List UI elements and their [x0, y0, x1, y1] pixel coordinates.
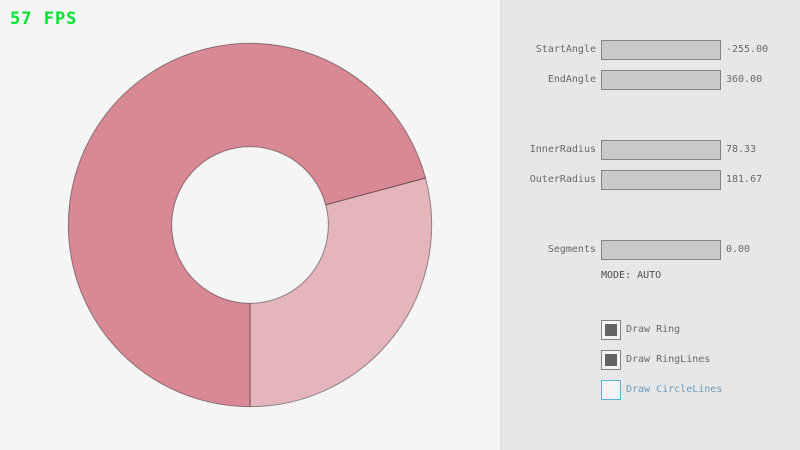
draw-circlelines-checkbox[interactable] — [601, 380, 621, 400]
end-angle-slider[interactable] — [601, 70, 721, 90]
fps-counter: 57 FPS — [10, 9, 78, 29]
draw-ring-checkbox[interactable] — [601, 320, 621, 340]
draw-ringlines-checkbox[interactable] — [601, 350, 621, 370]
inner-radius-slider[interactable] — [601, 140, 721, 160]
slider-segments: Segments 0.00 — [501, 240, 800, 260]
segments-value: 0.00 — [726, 244, 751, 255]
inner-radius-label: InnerRadius — [529, 144, 596, 155]
segments-slider[interactable] — [601, 240, 721, 260]
ring-segment — [249, 177, 433, 408]
slider-track-inner — [603, 242, 719, 258]
checkbox-row-draw-circlelines: Draw CircleLines — [501, 380, 800, 400]
slider-end-angle: EndAngle 360.00 — [501, 70, 800, 90]
draw-circlelines-label: Draw CircleLines — [626, 384, 723, 395]
outer-radius-slider[interactable] — [601, 170, 721, 190]
slider-start-angle: StartAngle -255.00 — [501, 40, 800, 60]
inner-radius-value: 78.33 — [726, 144, 757, 155]
control-panel: StartAngle -255.00 EndAngle 360.00 Inner… — [500, 0, 800, 450]
checkbox-row-draw-ring: Draw Ring — [501, 320, 800, 340]
start-angle-value: -255.00 — [726, 44, 769, 55]
slider-track-inner — [603, 42, 719, 58]
checkbox-row-draw-ringlines: Draw RingLines — [501, 350, 800, 370]
slider-track-inner — [603, 142, 719, 158]
end-angle-label: EndAngle — [547, 74, 596, 85]
ring-segment — [67, 42, 427, 408]
slider-track-inner — [603, 172, 719, 188]
slider-outer-radius: OuterRadius 181.67 — [501, 170, 800, 190]
outer-radius-label: OuterRadius — [529, 174, 596, 185]
start-angle-slider[interactable] — [601, 40, 721, 60]
draw-ring-label: Draw Ring — [626, 324, 681, 335]
outer-radius-value: 181.67 — [726, 174, 763, 185]
end-angle-value: 360.00 — [726, 74, 763, 85]
slider-inner-radius: InnerRadius 78.33 — [501, 140, 800, 160]
slider-track-inner — [603, 72, 719, 88]
segments-label: Segments — [547, 244, 596, 255]
start-angle-label: StartAngle — [535, 44, 596, 55]
draw-ringlines-label: Draw RingLines — [626, 354, 711, 365]
mode-label: MODE: AUTO — [601, 270, 662, 281]
